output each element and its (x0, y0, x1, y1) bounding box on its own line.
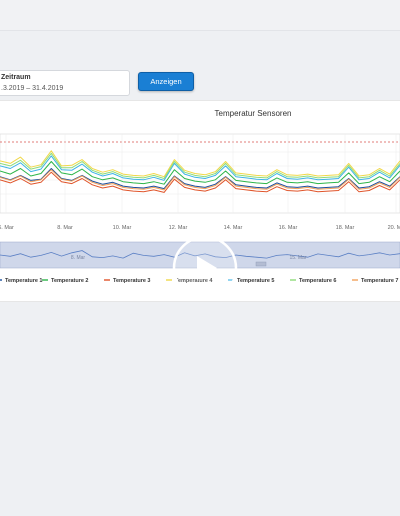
x-tick-label: 8. Mar (57, 225, 73, 231)
x-tick-label: 10. Mar (113, 225, 132, 231)
legend-label-3[interactable]: Temperature 3 (113, 278, 151, 284)
x-tick-label: 16. Mar (279, 225, 298, 231)
navigator-scroll-handle[interactable] (255, 261, 267, 267)
navigator-tick-label: 8. Mar (71, 255, 86, 261)
navigator-tick-label: 15. Mar (290, 255, 307, 261)
x-tick-label: 12. Mar (169, 225, 188, 231)
legend-label-4[interactable]: Temperature 4 (175, 278, 213, 284)
x-tick-label: 18. Mar (336, 225, 355, 231)
plot-frame (0, 133, 400, 214)
x-tick-label: 6. Mar (0, 225, 14, 231)
top-bar (0, 0, 400, 31)
chart-title: Temperatur Sensoren (215, 109, 292, 118)
date-range-label: Zeitraum (1, 74, 31, 81)
navigator-line (0, 250, 400, 259)
x-tick-label: 20. Ma (388, 225, 400, 231)
play-icon[interactable] (197, 256, 217, 280)
legend-label-1[interactable]: Temperature 1 (5, 278, 43, 284)
series-line-5 (0, 155, 400, 181)
series-line-7 (0, 169, 400, 191)
series-line-1 (0, 168, 400, 190)
legend-label-6[interactable]: Temperature 6 (299, 278, 337, 284)
x-tick-label: 14. Mar (224, 225, 243, 231)
legend-label-7[interactable]: Temperature 7 (361, 278, 399, 284)
series-line-6 (0, 152, 400, 179)
legend-label-2[interactable]: Temperature 2 (51, 278, 89, 284)
series-line-3 (0, 171, 400, 193)
series-line-2 (0, 161, 400, 185)
date-range-value: .3.2019 – 31.4.2019 (1, 85, 64, 92)
series-line-4 (0, 150, 400, 178)
legend-label-5[interactable]: Temperature 5 (237, 278, 275, 284)
date-range-field[interactable]: Zeitraum .3.2019 – 31.4.2019 (0, 70, 130, 96)
show-button[interactable]: Anzeigen (138, 72, 194, 91)
